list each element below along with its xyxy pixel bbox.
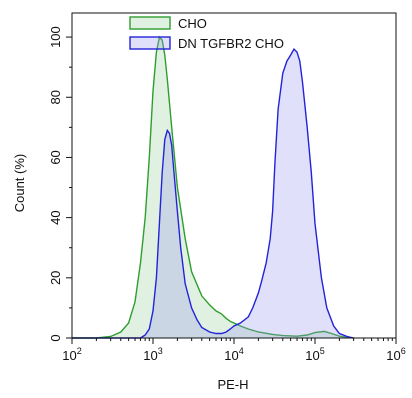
axes-layer <box>71 12 397 339</box>
series-area-0 <box>72 37 354 338</box>
legend-swatch-1 <box>129 36 171 50</box>
x-tick-label: 104 <box>224 346 243 363</box>
plot-frame <box>71 12 397 339</box>
x-tick-label: 103 <box>143 346 162 363</box>
y-tick-label: 80 <box>48 90 63 104</box>
y-tick-label: 20 <box>48 271 63 285</box>
series-line-1 <box>72 47 354 339</box>
y-tick-label: 0 <box>48 334 63 341</box>
y-axis-label: Count (%) <box>12 154 27 213</box>
y-tick-label: 40 <box>48 210 63 224</box>
legend: CHO DN TGFBR2 CHO <box>129 16 284 51</box>
ticks-layer: 102 103 104 105 106 0 20 40 60 80 100 <box>48 26 406 363</box>
series-line-0 <box>72 35 354 339</box>
series-area-1 <box>72 49 354 338</box>
legend-label-0: CHO <box>178 16 207 31</box>
series-layer <box>72 35 354 339</box>
legend-label-1: DN TGFBR2 CHO <box>178 36 284 51</box>
x-tick-label: 102 <box>62 346 81 363</box>
y-tick-label: 100 <box>48 26 63 48</box>
x-tick-label: 106 <box>386 346 405 363</box>
x-axis-label: PE-H <box>217 377 248 392</box>
y-tick-label: 60 <box>48 150 63 164</box>
legend-swatch-0 <box>129 16 171 30</box>
x-tick-label: 105 <box>305 346 324 363</box>
